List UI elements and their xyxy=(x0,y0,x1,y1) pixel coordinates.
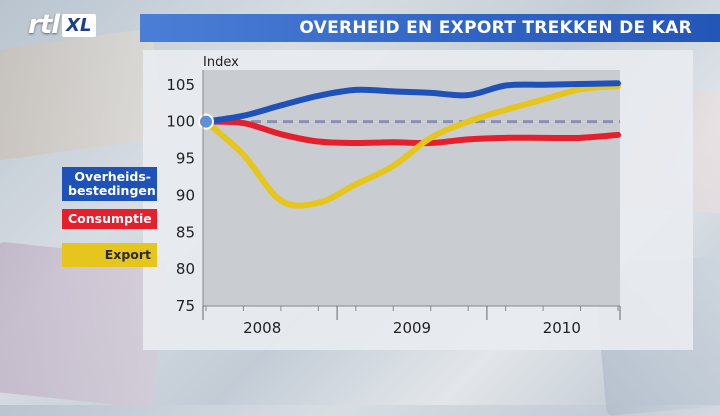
y-tick-label: 75 xyxy=(176,297,195,315)
line-chart: Index 75 80 85 90 95 100 105 2008 2009 2010 xyxy=(166,55,621,337)
legend-consumption-label: Consumptie xyxy=(68,211,152,226)
x-tick-label: 2010 xyxy=(543,319,581,337)
x-tick-label: 2009 xyxy=(393,319,431,337)
y-tick-label: 100 xyxy=(166,113,195,131)
y-tick-label: 95 xyxy=(176,150,195,168)
legend-export: Export xyxy=(62,243,157,267)
legend-government-line-2: bestedingen xyxy=(68,183,156,198)
axis-layer: Index 75 80 85 90 95 100 105 2008 2009 2010 xyxy=(166,55,621,337)
page-title: OVERHEID EN EXPORT TREKKEN DE KAR xyxy=(299,18,692,38)
rtl-xl-logo: rtl XL xyxy=(28,8,96,42)
y-tick-label: 105 xyxy=(166,76,195,94)
series-line-export xyxy=(203,83,621,209)
y-tick-label: 80 xyxy=(176,260,195,278)
legend-government: Overheids- bestedingen xyxy=(62,167,157,201)
legend-government-line-1: Overheids- xyxy=(74,169,151,184)
series-line-consumption xyxy=(203,118,621,147)
y-tick-label: 85 xyxy=(176,223,195,241)
start-point-marker xyxy=(198,113,214,130)
x-tick-label: 2008 xyxy=(243,319,281,337)
logo-secondary: XL xyxy=(62,13,96,37)
y-axis-title: Index xyxy=(203,55,239,70)
legend-consumption: Consumptie xyxy=(62,209,157,229)
series-line-government xyxy=(203,80,621,125)
legend-export-label: Export xyxy=(104,247,151,262)
y-tick-label: 90 xyxy=(176,186,195,204)
title-bar: OVERHEID EN EXPORT TREKKEN DE KAR xyxy=(140,14,720,42)
logo-primary: rtl xyxy=(28,10,60,40)
